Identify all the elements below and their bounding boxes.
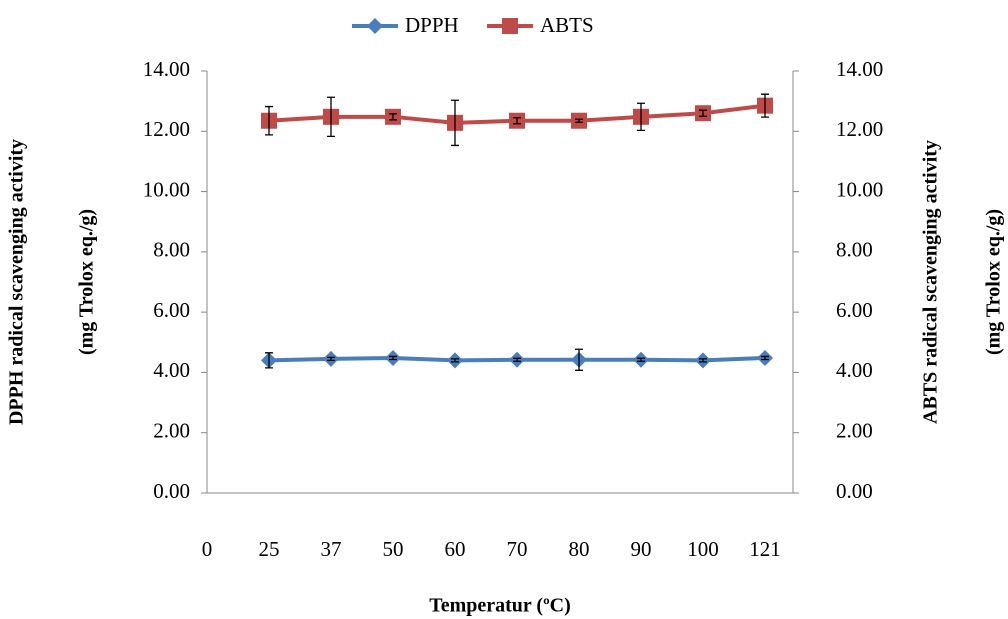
y2-tick-label: 8.00 <box>836 238 873 262</box>
error-bar <box>513 357 521 362</box>
y-tick-label: 8.00 <box>153 238 190 262</box>
y2-tick-label: 6.00 <box>836 298 873 322</box>
error-bar <box>575 348 583 371</box>
legend-marker <box>367 18 383 34</box>
error-bar <box>699 109 707 117</box>
error-bar <box>265 105 273 136</box>
x-tick-label: 60 <box>445 537 466 561</box>
error-bar <box>575 118 583 123</box>
x-tick-label: 50 <box>383 537 404 561</box>
error-bar <box>637 102 645 132</box>
error-bar <box>637 357 645 362</box>
y-tick-label: 12.00 <box>143 117 190 141</box>
legend-label: DPPH <box>405 13 459 37</box>
error-bar <box>327 96 335 138</box>
y-tick-label: 10.00 <box>143 177 190 201</box>
y-tick-label: 2.00 <box>153 419 190 443</box>
error-bar <box>265 352 273 369</box>
x-tick-label: 70 <box>507 537 528 561</box>
error-bar <box>761 355 769 361</box>
y-axis-label: DPPH radical scavenging activity <box>6 139 28 425</box>
x-tick-label: 100 <box>687 537 719 561</box>
x-tick-label: 25 <box>259 537 280 561</box>
error-bar <box>451 99 459 147</box>
x-tick-label: 121 <box>749 537 781 561</box>
y2-axis-label: ABTS radical scavenging activity <box>920 140 942 424</box>
error-bar <box>451 358 459 363</box>
y2-axis-label: (mg Trolox eq./g) <box>983 209 1005 355</box>
error-bar <box>513 117 521 125</box>
x-tick-label: 0 <box>202 537 213 561</box>
y-axis-label: (mg Trolox eq./g) <box>76 209 98 355</box>
y2-tick-label: 12.00 <box>836 117 883 141</box>
y-tick-label: 6.00 <box>153 298 190 322</box>
x-tick-label: 80 <box>569 537 590 561</box>
x-tick-label: 90 <box>631 537 652 561</box>
error-bar <box>389 113 397 121</box>
y-tick-label: 0.00 <box>153 479 190 503</box>
legend-label: ABTS <box>540 13 594 37</box>
x-axis-label: Temperatur (ºC) <box>429 595 571 617</box>
y2-tick-label: 14.00 <box>836 57 883 81</box>
error-bar <box>389 355 397 361</box>
error-bar <box>761 93 769 118</box>
error-bar <box>327 356 335 362</box>
y-tick-label: 14.00 <box>143 57 190 81</box>
y2-tick-label: 4.00 <box>836 358 873 382</box>
x-tick-label: 37 <box>321 537 342 561</box>
y2-tick-label: 0.00 <box>836 479 873 503</box>
legend-marker <box>502 18 518 34</box>
error-bar <box>699 358 707 363</box>
y2-tick-label: 10.00 <box>836 177 883 201</box>
y-tick-label: 4.00 <box>153 358 190 382</box>
y2-tick-label: 2.00 <box>836 419 873 443</box>
